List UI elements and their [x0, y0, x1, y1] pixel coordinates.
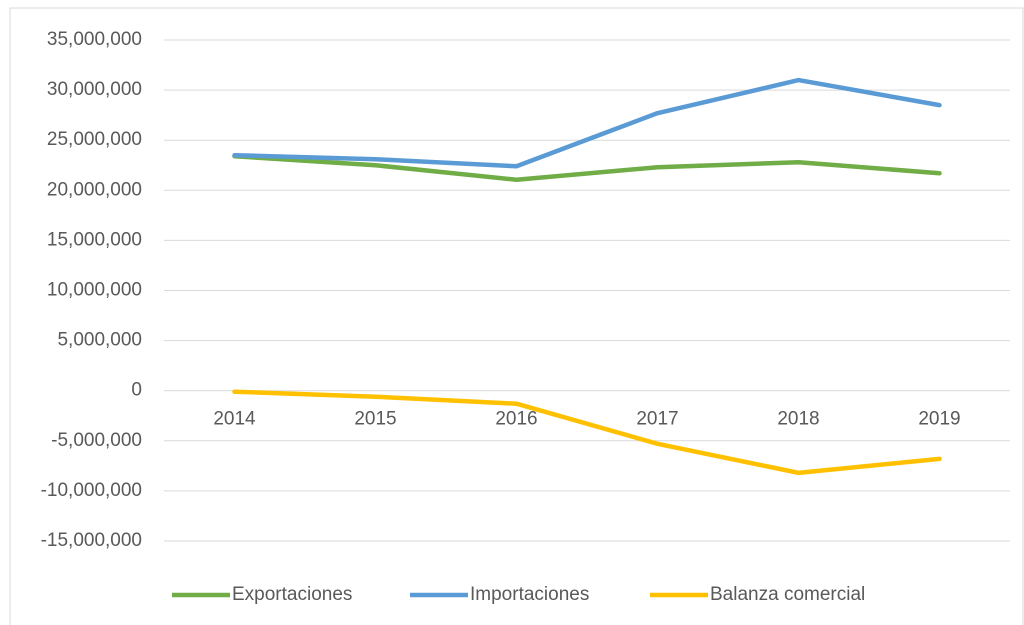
- x-tick-label: 2017: [636, 409, 678, 430]
- legend-label: Importaciones: [470, 584, 589, 605]
- x-tick-label: 2015: [354, 409, 396, 430]
- y-tick-label: 25,000,000: [47, 129, 142, 150]
- series-line: [232, 153, 942, 183]
- x-tick-label: 2018: [777, 409, 819, 430]
- x-tick-label: 2019: [918, 409, 960, 430]
- y-tick-label: 10,000,000: [47, 280, 142, 301]
- series-line: [232, 389, 942, 476]
- x-tick-label: 2014: [213, 409, 256, 430]
- series-line: [232, 77, 942, 169]
- y-tick-label: 20,000,000: [47, 179, 142, 200]
- y-tick-label: -15,000,000: [41, 530, 142, 551]
- x-tick-label: 2016: [495, 409, 537, 430]
- legend-label: Balanza comercial: [710, 584, 865, 605]
- y-tick-label: 35,000,000: [47, 29, 142, 50]
- y-tick-label: -10,000,000: [41, 480, 142, 501]
- chart-frame: [9, 7, 1024, 625]
- y-tick-label: 0: [131, 380, 142, 401]
- y-tick-label: 30,000,000: [47, 79, 142, 100]
- y-tick-label: -5,000,000: [51, 430, 142, 451]
- y-tick-label: 5,000,000: [57, 330, 142, 351]
- y-tick-label: 15,000,000: [47, 229, 142, 250]
- legend-label: Exportaciones: [232, 584, 352, 605]
